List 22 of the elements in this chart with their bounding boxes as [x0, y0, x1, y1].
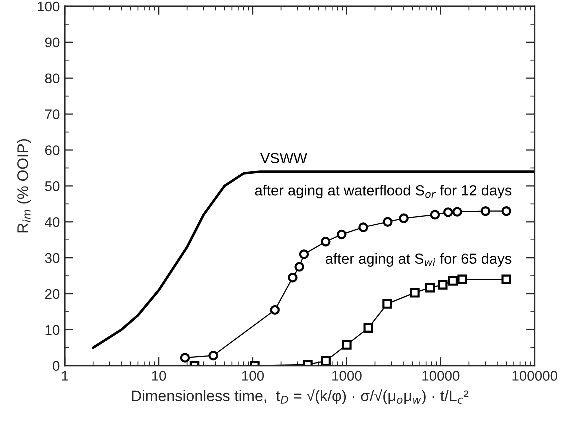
x-tick-label: 10: [152, 371, 166, 381]
y-tick-label: 40: [45, 217, 60, 228]
x-tick-label: 1000: [332, 371, 362, 381]
x-tick-label: 100: [242, 371, 264, 381]
y-tick-label: 30: [45, 253, 60, 264]
y-tick-label: 70: [45, 110, 60, 120]
series-label: after aging at S$_{wi}$ for 65 days: [326, 253, 512, 267]
text: Dimensionless time, t$_{D}$ = √(k/φ) · σ/√(μ$_{o}$μ$_{w}$) · t/L$_{c}$²: [132, 389, 469, 405]
series-label: after aging at waterflood S$_{or}$ for 12 days: [255, 185, 512, 199]
y-tick-label: 90: [45, 38, 60, 48]
x-tick-label: 10000: [422, 371, 460, 381]
y-axis-title: R$_{im}$ (% OOIP): [17, 139, 32, 233]
y-tick-label: 100: [38, 2, 60, 12]
x-tick-label: 1: [62, 371, 68, 381]
y-tick-label: 0: [53, 361, 60, 372]
y-tick-label: 60: [45, 146, 60, 156]
y-tick-label: 50: [45, 182, 60, 192]
y-tick-label: 10: [46, 325, 60, 336]
series-label: VSWW: [260, 153, 308, 164]
y-tick-label: 80: [45, 74, 60, 84]
y-tick-label: 20: [45, 289, 60, 300]
x-tick-label: 100000: [512, 371, 558, 381]
